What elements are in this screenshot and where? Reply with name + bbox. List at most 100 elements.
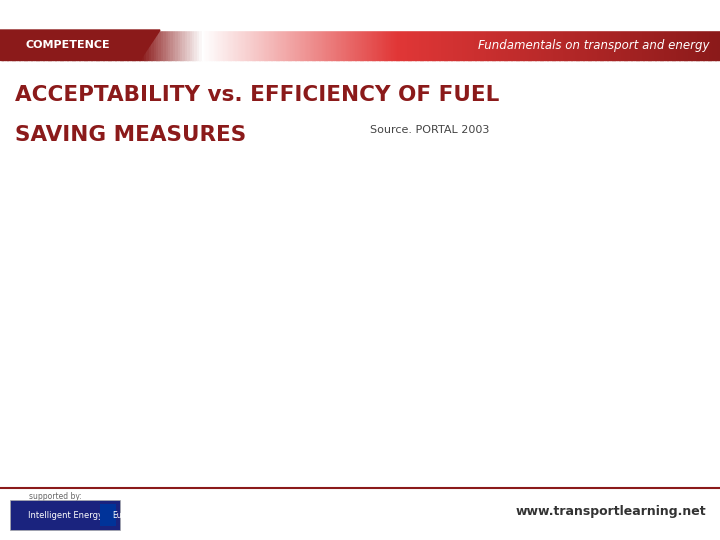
Bar — [151, 30, 154, 60]
Text: SAVING MEASURES: SAVING MEASURES — [15, 125, 246, 145]
Bar — [322, 30, 325, 60]
Bar — [125, 30, 127, 60]
Bar — [660, 30, 663, 60]
Bar — [526, 30, 528, 60]
Bar — [540, 30, 543, 60]
Bar — [593, 30, 595, 60]
Bar — [243, 30, 246, 60]
Bar — [315, 30, 318, 60]
Bar — [518, 30, 521, 60]
Bar — [139, 30, 142, 60]
Bar — [418, 30, 420, 60]
Bar — [108, 30, 111, 60]
Bar — [120, 30, 123, 60]
Bar — [605, 30, 608, 60]
Bar — [158, 30, 161, 60]
Bar — [235, 30, 238, 60]
Bar — [48, 30, 51, 60]
Bar — [495, 30, 498, 60]
Bar — [197, 30, 199, 60]
Bar — [100, 504, 116, 526]
Bar — [382, 30, 384, 60]
Bar — [667, 30, 670, 60]
Bar — [396, 30, 399, 60]
Bar — [574, 30, 577, 60]
Bar — [259, 30, 262, 60]
Bar — [387, 30, 390, 60]
Bar — [254, 30, 257, 60]
Bar — [456, 30, 459, 60]
Bar — [189, 30, 192, 60]
Bar — [218, 30, 221, 60]
Bar — [346, 30, 348, 60]
Bar — [689, 30, 692, 60]
Bar — [351, 30, 354, 60]
Bar — [703, 30, 706, 60]
Bar — [523, 30, 526, 60]
Bar — [343, 30, 346, 60]
Bar — [643, 30, 646, 60]
Bar — [405, 30, 408, 60]
Bar — [2, 30, 5, 60]
Bar — [614, 30, 617, 60]
Bar — [468, 30, 471, 60]
Bar — [698, 30, 701, 60]
Bar — [379, 30, 382, 60]
Bar — [451, 30, 454, 60]
Bar — [161, 30, 163, 60]
Bar — [595, 30, 598, 60]
Bar — [662, 30, 665, 60]
Bar — [266, 30, 269, 60]
Bar — [355, 30, 358, 60]
Bar — [718, 30, 720, 60]
Bar — [372, 30, 375, 60]
Bar — [648, 30, 651, 60]
Bar — [163, 30, 166, 60]
Bar — [79, 30, 82, 60]
Bar — [187, 30, 190, 60]
Bar — [646, 30, 649, 60]
Bar — [166, 30, 168, 60]
Bar — [290, 30, 293, 60]
Bar — [279, 30, 282, 60]
Bar — [295, 30, 298, 60]
Bar — [569, 30, 572, 60]
Bar — [480, 30, 483, 60]
Bar — [149, 30, 152, 60]
Bar — [441, 30, 444, 60]
Bar — [398, 30, 401, 60]
Bar — [74, 30, 77, 60]
Bar — [142, 30, 145, 60]
Bar — [557, 30, 559, 60]
Bar — [199, 30, 202, 60]
Bar — [590, 30, 593, 60]
Bar — [657, 30, 660, 60]
Bar — [221, 30, 224, 60]
Bar — [9, 30, 12, 60]
Bar — [293, 30, 296, 60]
Bar — [477, 30, 480, 60]
Bar — [696, 30, 699, 60]
Bar — [650, 30, 653, 60]
Bar — [641, 30, 644, 60]
Bar — [449, 30, 451, 60]
Text: ACCEPTABILITY vs. EFFICIENCY OF FUEL: ACCEPTABILITY vs. EFFICIENCY OF FUEL — [15, 85, 500, 105]
Bar — [250, 30, 253, 60]
Bar — [211, 30, 214, 60]
Bar — [180, 30, 183, 60]
Bar — [571, 30, 574, 60]
Bar — [581, 30, 584, 60]
Bar — [617, 30, 620, 60]
Bar — [693, 30, 696, 60]
Bar — [84, 30, 87, 60]
Bar — [19, 30, 22, 60]
Bar — [269, 30, 271, 60]
Bar — [300, 30, 303, 60]
Bar — [511, 30, 514, 60]
Bar — [130, 30, 132, 60]
Bar — [576, 30, 579, 60]
Bar — [389, 30, 392, 60]
Bar — [86, 30, 89, 60]
Bar — [588, 30, 591, 60]
Bar — [612, 30, 615, 60]
